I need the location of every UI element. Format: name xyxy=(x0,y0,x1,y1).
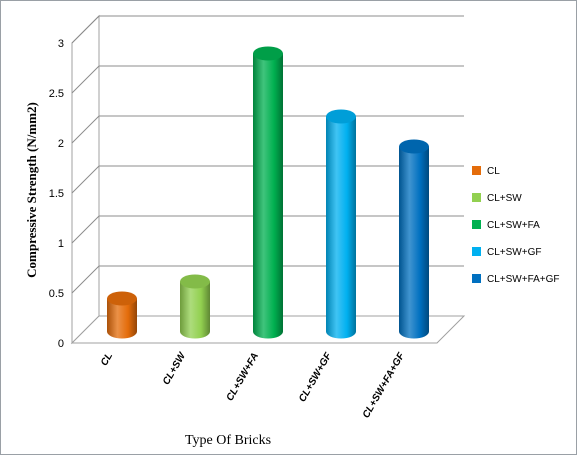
bar-top xyxy=(180,274,210,289)
bar-cl-sw xyxy=(180,274,210,339)
legend-swatch xyxy=(472,193,481,202)
y-tick-label: 0 xyxy=(58,338,64,350)
bar-top xyxy=(253,46,283,61)
x-tick-label: CL+SW+FA xyxy=(225,351,261,403)
bars xyxy=(107,46,429,339)
legend-label: CL+SW xyxy=(487,193,522,204)
y-tick-label: 2 xyxy=(58,138,64,150)
bar-cl-sw-fa xyxy=(253,46,283,339)
legend-label: CL+SW+FA+GF xyxy=(487,274,560,285)
legend-swatch xyxy=(472,274,481,283)
legend-item: CL+SW+FA xyxy=(472,220,540,231)
legend-swatch xyxy=(472,166,481,175)
legend-label: CL xyxy=(487,166,500,177)
legend-label: CL+SW+GF xyxy=(487,247,541,258)
legend-item: CL+SW+GF xyxy=(472,247,541,258)
y-tick-label: 2.5 xyxy=(49,88,64,100)
x-tick-label: CL+SW+FA+GF xyxy=(361,350,408,420)
bar-top xyxy=(107,291,137,306)
y-tick-label: 1.5 xyxy=(49,188,64,200)
legend-swatch xyxy=(472,220,481,229)
bar-cl-sw-fa-gf xyxy=(399,139,429,339)
x-axis-title: Type Of Bricks xyxy=(185,433,271,448)
x-tick-label: CL+SW xyxy=(161,350,189,387)
x-tick-label: CL xyxy=(99,351,115,368)
bar-body xyxy=(107,298,137,339)
gridline xyxy=(71,65,464,94)
bar-body xyxy=(253,53,283,339)
bar-top xyxy=(399,139,429,154)
x-tick-labels: CL CL+SW CL+SW+FA CL+SW+GF CL+SW+FA+GF xyxy=(99,350,408,421)
legend-label: CL+SW+FA xyxy=(487,220,540,231)
x-tick-label: CL+SW+GF xyxy=(297,350,334,404)
legend-item: CL xyxy=(472,166,500,177)
bar-cl-sw-gf xyxy=(326,109,356,339)
bar-body xyxy=(399,146,429,339)
bar-body xyxy=(180,281,210,339)
bar-cl xyxy=(107,291,137,339)
legend-item: CL+SW+FA+GF xyxy=(472,274,560,285)
gridline xyxy=(71,15,464,44)
y-axis-title: Compressive Strength (N/mm2) xyxy=(24,102,39,278)
y-tick-label: 3 xyxy=(58,38,64,50)
bar-body xyxy=(326,116,356,339)
legend: CL CL+SW CL+SW+FA CL+SW+GF CL+SW+FA+GF xyxy=(472,166,560,285)
y-tick-labels: 0 0.5 1 1.5 2 2.5 3 xyxy=(49,38,64,350)
legend-item: CL+SW xyxy=(472,193,522,204)
y-tick-label: 1 xyxy=(58,238,64,250)
legend-swatch xyxy=(472,247,481,256)
bar-top xyxy=(326,109,356,124)
y-tick-label: 0.5 xyxy=(49,288,64,300)
